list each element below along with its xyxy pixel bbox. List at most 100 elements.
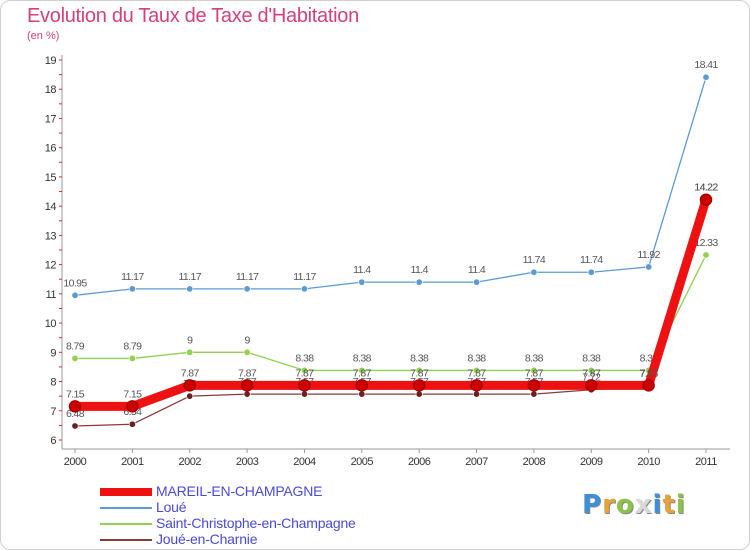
data-label-saint-christophe-en-champagne: 8.79	[66, 340, 85, 352]
data-point-joue-en-charnie	[186, 392, 194, 400]
data-point-saint-christophe-en-champagne	[71, 354, 79, 362]
data-point-mareil-en-champagne	[298, 379, 311, 392]
data-point-loue	[71, 291, 79, 299]
data-point-loue	[702, 73, 710, 81]
x-tick-label: 2003	[236, 456, 259, 468]
x-tick-label: 2002	[178, 456, 201, 468]
y-tick-label: 6	[50, 435, 56, 447]
series-line-mareil-en-champagne	[70, 195, 711, 411]
y-tick-label: 7	[50, 406, 56, 418]
x-tick-label: 2011	[695, 456, 717, 468]
data-label-loue: 11.17	[293, 271, 316, 283]
data-point-loue	[587, 268, 595, 276]
data-label-loue: 11.74	[580, 254, 603, 266]
data-point-mareil-en-champagne	[585, 379, 598, 392]
data-label-saint-christophe-en-champagne: 8.38	[410, 352, 429, 364]
data-label-mareil-en-champagne: 7.87	[582, 367, 601, 379]
data-label-loue: 11.17	[178, 271, 201, 283]
data-label-saint-christophe-en-champagne: 8.38	[468, 352, 487, 364]
data-point-mareil-en-champagne	[642, 379, 655, 392]
data-point-mareil-en-champagne	[470, 379, 483, 392]
data-point-saint-christophe-en-champagne	[300, 366, 308, 374]
data-point-loue	[243, 285, 251, 293]
x-tick-label: 2007	[465, 456, 488, 468]
data-point-loue	[530, 268, 538, 276]
data-label-mareil-en-champagne: 7.15	[123, 388, 142, 400]
series-line-loue	[74, 76, 707, 296]
legend-label: Loué	[156, 499, 187, 515]
x-tick-label: 2009	[580, 456, 603, 468]
x-tick-label: 2004	[293, 456, 316, 468]
data-point-saint-christophe-en-champagne	[243, 348, 251, 356]
data-point-loue	[645, 263, 653, 271]
x-tick-label: 2000	[64, 456, 87, 468]
data-point-mareil-en-champagne	[699, 193, 713, 206]
data-point-mareil-en-champagne	[183, 379, 196, 392]
y-tick-label: 12	[45, 260, 57, 272]
data-point-joue-en-charnie	[530, 390, 538, 398]
y-tick-label: 11	[46, 289, 57, 301]
data-point-mareil-en-champagne	[527, 379, 541, 392]
data-label-loue: 11.17	[236, 271, 259, 283]
data-label-saint-christophe-en-champagne: 9	[244, 334, 250, 346]
data-point-saint-christophe-en-champagne	[530, 366, 538, 374]
data-point-saint-christophe-en-champagne	[186, 348, 194, 356]
data-label-loue: 11.17	[121, 271, 144, 283]
y-tick-label: 19	[45, 55, 57, 67]
x-tick-label: 2008	[523, 456, 546, 468]
data-point-loue	[473, 278, 481, 286]
data-point-loue	[128, 285, 136, 293]
data-point-mareil-en-champagne	[68, 400, 82, 413]
y-tick-label: 8	[50, 377, 56, 389]
data-label-loue: 11.74	[523, 254, 546, 266]
y-tick-label: 14	[45, 201, 57, 213]
data-label-saint-christophe-en-champagne: 8.38	[295, 352, 314, 364]
legend-swatch	[100, 488, 152, 496]
y-tick-label: 17	[45, 113, 57, 125]
x-tick-label: 2005	[351, 456, 374, 468]
data-point-joue-en-charnie	[358, 390, 366, 398]
data-label-loue: 18.41	[694, 59, 718, 71]
legend-swatch	[100, 523, 152, 525]
data-label-loue: 11.4	[353, 264, 371, 276]
chart-title: Evolution du Taux de Taxe d'Habitation	[27, 5, 359, 27]
data-point-saint-christophe-en-champagne	[415, 366, 423, 374]
y-tick-label: 13	[45, 230, 57, 242]
data-point-loue	[300, 285, 308, 293]
data-point-joue-en-charnie	[128, 420, 136, 428]
legend-label: MAREIL-EN-CHAMPAGNE	[156, 483, 323, 499]
data-point-saint-christophe-en-champagne	[358, 366, 366, 374]
data-point-loue	[186, 285, 194, 293]
data-label-mareil-en-champagne: 7.87	[353, 367, 372, 379]
data-point-joue-en-charnie	[473, 390, 481, 398]
data-point-mareil-en-champagne	[355, 379, 369, 392]
x-tick-label: 2010	[637, 456, 660, 468]
data-label-saint-christophe-en-champagne: 8.38	[353, 352, 372, 364]
data-label-loue: 11.4	[468, 264, 486, 276]
legend-swatch	[100, 507, 152, 509]
y-tick-label: 9	[50, 347, 56, 359]
data-label-joue-en-charnie: 14.22	[694, 182, 718, 194]
data-point-saint-christophe-en-champagne	[473, 366, 481, 374]
data-label-loue: 11.4	[411, 264, 429, 276]
data-point-saint-christophe-en-champagne	[587, 366, 595, 374]
data-label-mareil-en-champagne: 14.22	[694, 182, 718, 194]
data-label-mareil-en-champagne: 7.87	[410, 367, 429, 379]
data-point-loue	[358, 278, 366, 286]
chart-subtitle: (en %)	[27, 30, 60, 42]
legend-label: Saint-Christophe-en-Champagne	[156, 515, 356, 531]
y-tick-label: 15	[45, 172, 57, 184]
proxiti-logo: Proxiti	[582, 490, 686, 520]
y-tick-label: 16	[45, 143, 57, 155]
data-point-mareil-en-champagne	[412, 379, 426, 392]
data-point-mareil-en-champagne	[240, 379, 254, 392]
data-point-saint-christophe-en-champagne	[128, 354, 136, 362]
data-point-joue-en-charnie	[71, 422, 79, 430]
data-label-mareil-en-champagne: 7.87	[640, 367, 659, 379]
data-label-mareil-en-champagne: 7.15	[66, 388, 85, 400]
data-label-saint-christophe-en-champagne: 12.33	[694, 237, 718, 249]
data-label-loue: 11.92	[637, 249, 660, 261]
data-label-mareil-en-champagne: 7.87	[295, 367, 314, 379]
